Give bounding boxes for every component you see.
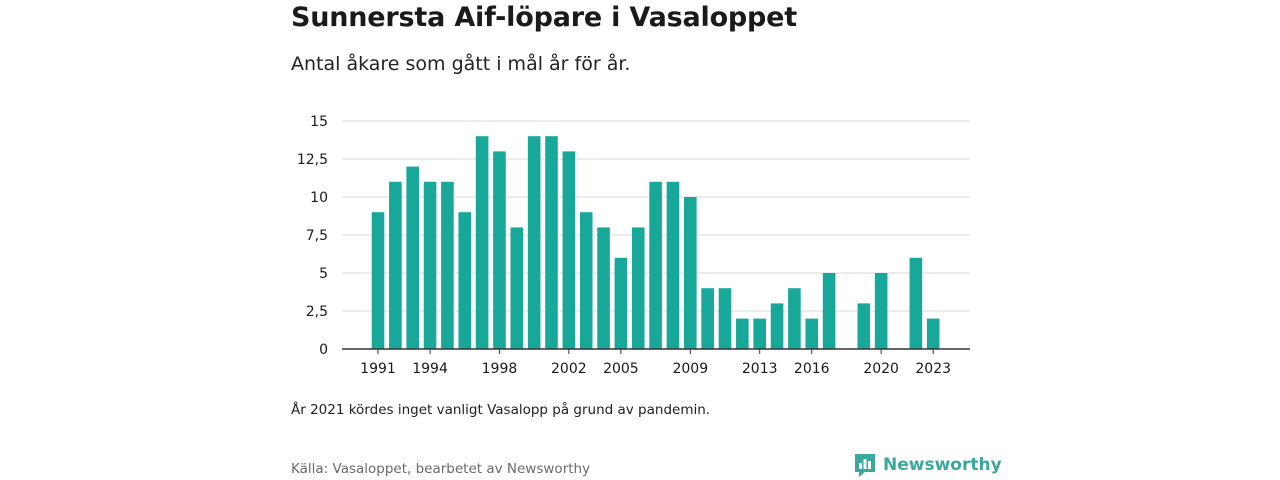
y-tick-label: 0 bbox=[319, 342, 328, 358]
x-tick-label: 1994 bbox=[412, 361, 448, 377]
y-tick-label: 2,5 bbox=[306, 304, 328, 320]
bar-2010 bbox=[701, 288, 714, 349]
bar-1996 bbox=[458, 212, 472, 349]
bar-2006 bbox=[631, 227, 645, 349]
y-tick-label: 10 bbox=[310, 190, 328, 206]
chart-title: Sunnersta Aif-löpare i Vasaloppet bbox=[291, 2, 798, 33]
bar-2013 bbox=[753, 318, 766, 349]
bar-1993 bbox=[406, 166, 419, 349]
bar-2016 bbox=[805, 318, 819, 349]
bar-2007 bbox=[649, 181, 662, 349]
x-axis-ticks: 1991 1994 1998 2002 2005 2009 2013 2016 2020 2023 bbox=[360, 349, 951, 377]
bar-2012 bbox=[736, 318, 749, 349]
bar-2017 bbox=[822, 273, 836, 349]
bar-1994 bbox=[423, 181, 437, 349]
bar-2014 bbox=[770, 303, 784, 349]
y-tick-label: 5 bbox=[319, 266, 328, 282]
y-axis-ticks: 0 2,5 5 7,5 10 12,5 15 bbox=[297, 114, 328, 358]
bar-1997 bbox=[475, 136, 489, 349]
bars bbox=[371, 136, 940, 349]
x-tick-label: 1991 bbox=[360, 361, 396, 377]
x-tick-label: 2009 bbox=[672, 361, 708, 377]
bar-2022 bbox=[909, 257, 923, 349]
y-tick-label: 12,5 bbox=[297, 152, 328, 168]
y-tick-label: 7,5 bbox=[306, 228, 328, 244]
x-tick-label: 1998 bbox=[482, 361, 518, 377]
bar-chart: 0 2,5 5 7,5 10 12,5 15 1991 1994 1998 2002 2005 200… bbox=[297, 114, 970, 377]
bar-2019 bbox=[857, 303, 871, 349]
x-tick-label: 2013 bbox=[742, 361, 778, 377]
x-tick-label: 2023 bbox=[915, 361, 951, 377]
x-tick-label: 2002 bbox=[551, 361, 587, 377]
bar-2020 bbox=[874, 273, 888, 349]
newsworthy-logo-icon bbox=[855, 454, 875, 477]
bar-2005 bbox=[614, 257, 628, 349]
bar-2004 bbox=[597, 227, 610, 349]
chart-subtitle: Antal åkare som gått i mål år för år. bbox=[291, 53, 631, 75]
bar-2023 bbox=[926, 318, 940, 349]
bar-2001 bbox=[545, 136, 558, 349]
bar-2015 bbox=[788, 288, 801, 349]
bar-1995 bbox=[441, 181, 454, 349]
x-tick-label: 2020 bbox=[863, 361, 899, 377]
chart-note: År 2021 kördes inget vanligt Vasalopp på… bbox=[291, 402, 711, 418]
source-text: Källa: Vasaloppet, bearbetet av Newswort… bbox=[291, 461, 591, 477]
bar-2002 bbox=[562, 151, 576, 349]
bar-2000 bbox=[527, 136, 541, 349]
bar-2003 bbox=[579, 212, 593, 349]
bar-2009 bbox=[684, 197, 697, 349]
y-tick-label: 15 bbox=[310, 114, 328, 130]
bar-1999 bbox=[510, 227, 524, 349]
bar-1991 bbox=[371, 212, 385, 349]
bar-2011 bbox=[718, 288, 732, 349]
bar-2008 bbox=[666, 181, 680, 349]
newsworthy-brand[interactable]: Newsworthy bbox=[853, 452, 1002, 478]
x-tick-label: 2005 bbox=[603, 361, 639, 377]
bar-1992 bbox=[389, 181, 402, 349]
brand-name: Newsworthy bbox=[883, 455, 1002, 475]
bar-1998 bbox=[493, 151, 506, 349]
x-tick-label: 2016 bbox=[794, 361, 830, 377]
